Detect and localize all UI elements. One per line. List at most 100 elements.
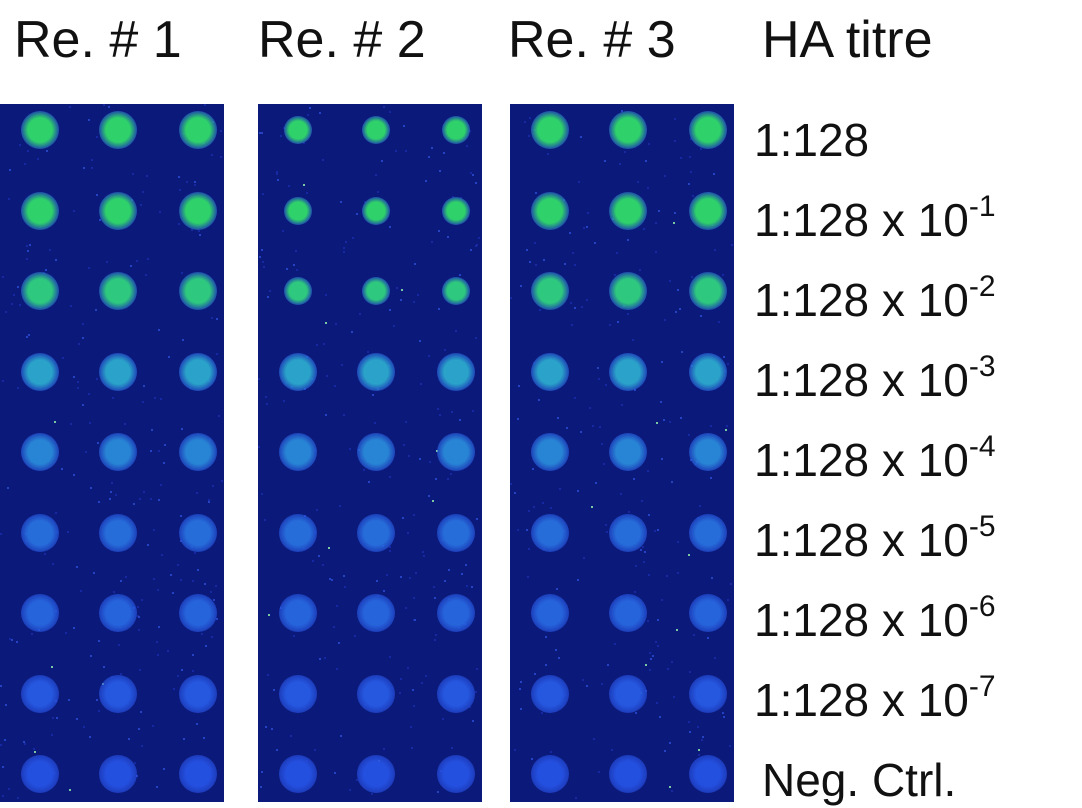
noise-speck bbox=[389, 550, 391, 552]
noise-speck bbox=[425, 675, 427, 677]
noise-speck bbox=[29, 244, 31, 246]
noise-speck bbox=[459, 274, 461, 276]
noise-speck bbox=[669, 786, 671, 788]
noise-speck bbox=[343, 247, 345, 249]
noise-speck bbox=[606, 531, 608, 533]
noise-speck bbox=[261, 493, 263, 495]
assay-spot bbox=[442, 196, 470, 225]
noise-speck bbox=[125, 576, 127, 578]
noise-speck bbox=[564, 263, 566, 265]
noise-speck bbox=[597, 367, 599, 369]
noise-speck bbox=[88, 267, 90, 269]
noise-speck bbox=[692, 195, 694, 197]
noise-speck bbox=[617, 321, 619, 323]
noise-speck bbox=[535, 192, 537, 194]
noise-speck bbox=[181, 428, 183, 430]
noise-speck bbox=[73, 210, 75, 212]
noise-speck bbox=[261, 132, 263, 134]
assay-spot bbox=[279, 594, 317, 632]
noise-speck bbox=[417, 294, 419, 296]
noise-speck bbox=[420, 383, 422, 385]
noise-speck bbox=[432, 500, 434, 502]
assay-spot bbox=[362, 196, 390, 225]
noise-speck bbox=[55, 512, 57, 514]
noise-speck bbox=[220, 156, 222, 158]
noise-speck bbox=[340, 201, 342, 203]
noise-speck bbox=[95, 309, 97, 311]
noise-speck bbox=[472, 410, 474, 412]
noise-speck bbox=[657, 619, 659, 621]
noise-speck bbox=[428, 495, 430, 497]
noise-speck bbox=[570, 302, 572, 304]
noise-speck bbox=[642, 546, 644, 548]
noise-speck bbox=[701, 739, 703, 741]
noise-speck bbox=[627, 313, 629, 315]
noise-speck bbox=[260, 786, 262, 788]
noise-speck bbox=[68, 699, 70, 701]
noise-speck bbox=[592, 425, 594, 427]
noise-speck bbox=[607, 664, 609, 666]
assay-spot bbox=[357, 352, 395, 391]
noise-speck bbox=[2, 380, 4, 382]
assay-spot bbox=[531, 352, 569, 391]
noise-speck bbox=[280, 135, 282, 137]
noise-speck bbox=[383, 748, 385, 750]
noise-speck bbox=[689, 156, 691, 158]
noise-speck bbox=[198, 230, 200, 232]
noise-speck bbox=[383, 590, 385, 592]
noise-speck bbox=[671, 661, 673, 663]
noise-speck bbox=[643, 561, 645, 563]
noise-speck bbox=[472, 720, 474, 722]
noise-speck bbox=[89, 422, 91, 424]
noise-speck bbox=[510, 297, 512, 299]
noise-speck bbox=[718, 321, 720, 323]
noise-speck bbox=[697, 726, 699, 728]
noise-speck bbox=[178, 176, 180, 178]
noise-speck bbox=[609, 324, 611, 326]
noise-speck bbox=[634, 591, 636, 593]
noise-speck bbox=[76, 718, 78, 720]
noise-speck bbox=[711, 577, 713, 579]
noise-speck bbox=[520, 681, 522, 683]
noise-speck bbox=[471, 586, 473, 588]
noise-speck bbox=[210, 591, 212, 593]
noise-speck bbox=[627, 239, 629, 241]
titre-label-exponent: -5 bbox=[968, 510, 996, 543]
noise-speck bbox=[680, 157, 682, 159]
titre-label-base: 1:128 bbox=[754, 114, 870, 166]
noise-speck bbox=[698, 754, 700, 756]
noise-speck bbox=[648, 143, 650, 145]
noise-speck bbox=[574, 264, 576, 266]
noise-speck bbox=[423, 555, 425, 557]
noise-speck bbox=[91, 167, 93, 169]
noise-speck bbox=[532, 468, 534, 470]
noise-speck bbox=[559, 488, 561, 490]
noise-speck bbox=[545, 636, 547, 638]
noise-speck bbox=[349, 789, 351, 791]
assay-spot bbox=[21, 272, 59, 310]
noise-speck bbox=[172, 592, 174, 594]
noise-speck bbox=[344, 586, 346, 588]
noise-speck bbox=[643, 228, 645, 230]
noise-speck bbox=[644, 551, 646, 553]
noise-speck bbox=[571, 324, 573, 326]
noise-speck bbox=[318, 555, 320, 557]
noise-speck bbox=[396, 287, 398, 289]
noise-speck bbox=[147, 544, 149, 546]
noise-speck bbox=[598, 771, 600, 773]
titre-label: 1:128 bbox=[754, 112, 869, 168]
assay-spot bbox=[179, 352, 217, 391]
noise-speck bbox=[401, 289, 403, 291]
noise-speck bbox=[407, 532, 409, 534]
noise-speck bbox=[37, 158, 39, 160]
noise-speck bbox=[442, 718, 444, 720]
noise-speck bbox=[402, 517, 404, 519]
noise-speck bbox=[725, 429, 727, 431]
assay-spot bbox=[99, 352, 137, 391]
noise-speck bbox=[77, 387, 79, 389]
assay-spot bbox=[179, 191, 217, 230]
titre-label-exponent: -2 bbox=[968, 270, 996, 303]
assay-spot bbox=[609, 352, 647, 391]
noise-speck bbox=[377, 191, 379, 193]
noise-speck bbox=[110, 491, 112, 493]
